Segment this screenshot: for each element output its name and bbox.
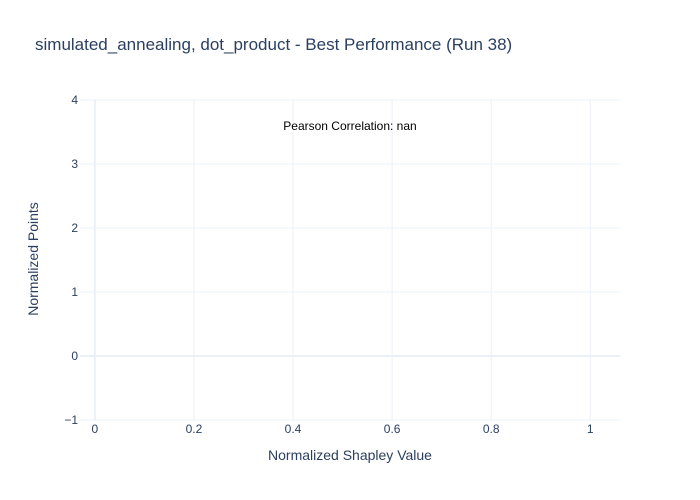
y-tick-label: 0: [71, 349, 78, 363]
y-tick-label: 1: [71, 285, 78, 299]
y-tick-label: −1: [64, 413, 78, 427]
y-axis-title: Normalized Points: [25, 202, 41, 316]
x-tick-label: 0.6: [384, 422, 401, 436]
x-axis-ticks: 0 0.2 0.4 0.6 0.8 1: [92, 422, 594, 436]
x-tick-label: 0.4: [285, 422, 302, 436]
y-tick-label: 3: [71, 157, 78, 171]
x-tick-label: 0: [92, 422, 99, 436]
x-tick-label: 1: [587, 422, 594, 436]
y-tick-label: 2: [71, 221, 78, 235]
x-axis-title: Normalized Shapley Value: [268, 447, 432, 463]
y-tick-label: 4: [71, 93, 78, 107]
x-tick-label: 0.2: [186, 422, 203, 436]
correlation-annotation: Pearson Correlation: nan: [283, 119, 416, 133]
grid-lines: [80, 99, 620, 421]
y-axis-ticks: −1 0 1 2 3 4: [64, 93, 78, 427]
chart-title: simulated_annealing, dot_product - Best …: [35, 35, 512, 54]
x-tick-label: 0.8: [483, 422, 500, 436]
